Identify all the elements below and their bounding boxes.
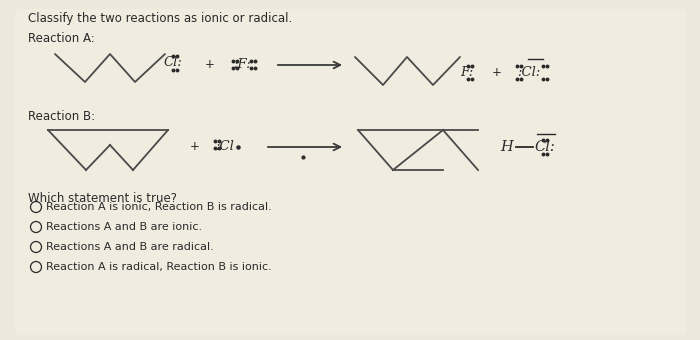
Text: Reactions A and B are radical.: Reactions A and B are radical.: [46, 242, 214, 252]
Text: Cl:: Cl:: [534, 140, 554, 154]
Text: :Cl:: :Cl:: [517, 66, 540, 79]
Text: +: +: [492, 66, 502, 79]
Text: H: H: [500, 140, 512, 154]
Text: +: +: [205, 58, 215, 71]
Text: +: +: [190, 140, 200, 153]
Text: Reaction A is ionic, Reaction B is radical.: Reaction A is ionic, Reaction B is radic…: [46, 202, 272, 212]
Text: F:: F:: [460, 66, 473, 79]
Text: Cl:: Cl:: [163, 56, 182, 69]
Text: Classify the two reactions as ionic or radical.: Classify the two reactions as ionic or r…: [28, 12, 293, 25]
Text: Reactions A and B are ionic.: Reactions A and B are ionic.: [46, 222, 202, 232]
Text: Reaction A:: Reaction A:: [28, 32, 94, 45]
Text: :F:: :F:: [233, 58, 251, 71]
Text: Reaction A is radical, Reaction B is ionic.: Reaction A is radical, Reaction B is ion…: [46, 262, 272, 272]
Text: Reaction B:: Reaction B:: [28, 110, 95, 123]
Text: Which statement is true?: Which statement is true?: [28, 192, 177, 205]
Text: :Cl: :Cl: [215, 140, 234, 153]
FancyBboxPatch shape: [15, 9, 686, 335]
